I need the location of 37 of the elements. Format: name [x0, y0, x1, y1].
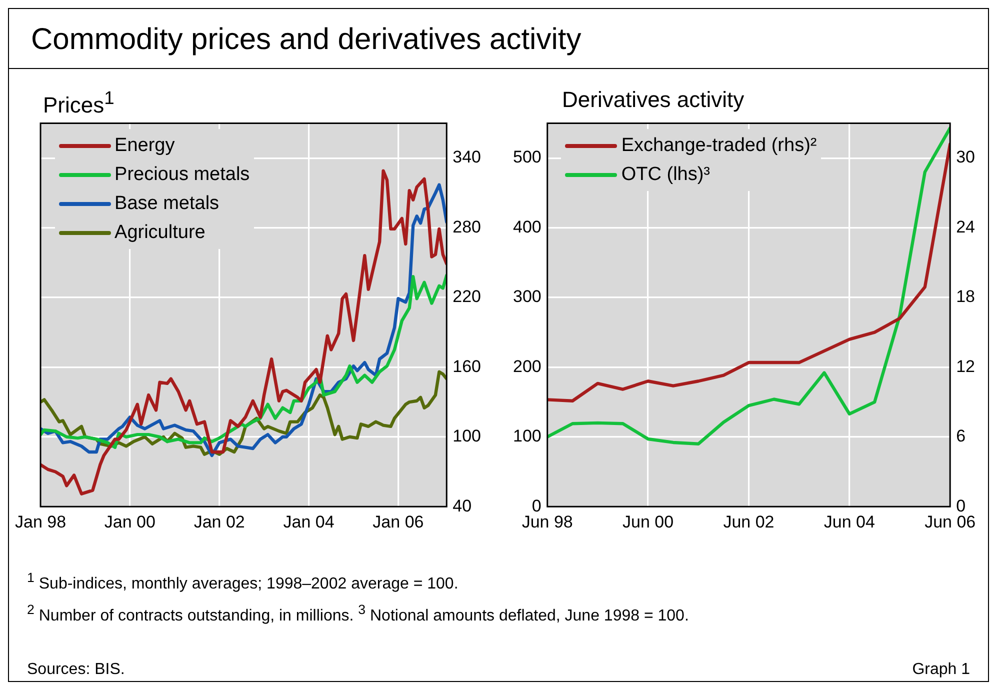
y-tick-label: 400: [512, 217, 542, 236]
legend-label: Base metals: [114, 192, 220, 216]
legend-label: Exchange-traded (rhs)²: [621, 134, 817, 158]
x-tick-label: Jan 04: [283, 512, 334, 532]
y2-tick-label: 30: [956, 148, 976, 167]
y-tick-label: 100: [452, 426, 482, 446]
y-tick-label: 340: [452, 148, 482, 167]
x-tick-label: Jan 98: [14, 512, 66, 532]
text: $^{1}$ Sub-indices, monthly averages; 1998–2002 average = 100.: [27, 569, 460, 594]
source-note: Sources: BIS.: [27, 661, 125, 679]
x-tick-label: Jan 06: [372, 512, 424, 532]
legend-label: Agriculture: [114, 221, 206, 246]
x-tick-label: Jun 02: [723, 512, 774, 532]
y2-tick-label: 24: [956, 217, 976, 236]
legend-label: OTC (lhs)³: [621, 163, 710, 188]
caption: Graph 1: [912, 661, 970, 679]
y-tick-label: 300: [512, 287, 542, 306]
y-tick-label: 200: [512, 356, 542, 376]
y-tick-label: 160: [452, 356, 482, 376]
y-tick-label: 220: [452, 287, 482, 306]
text: $^{2}$ Number of contracts outstanding, in millions. $^{3}$ Notional amounts deflated, June 1998 = 100.: [27, 601, 690, 627]
x-tick-label: Jan 00: [104, 512, 156, 532]
y2-tick-label: 6: [956, 426, 966, 446]
y-tick-label: 280: [452, 217, 482, 236]
legend-label: Energy: [114, 134, 175, 158]
y2-tick-label: 12: [956, 356, 976, 376]
x-tick-label: Jun 04: [824, 512, 875, 532]
x-tick-label: Jun 00: [622, 512, 674, 532]
y-tick-label: 40: [452, 496, 472, 516]
x-tick-label: Jan 02: [194, 512, 245, 532]
y2-tick-label: 18: [956, 287, 976, 306]
y-tick-label: 500: [512, 148, 542, 167]
legend-label: Precious metals: [114, 163, 250, 188]
y-tick-label: 100: [512, 426, 542, 446]
chart-subtitle: Prices$^{1}$: [43, 87, 114, 118]
chart-title: Commodity prices and derivatives activity: [31, 23, 582, 57]
chart-title: Derivatives activity: [562, 87, 744, 113]
